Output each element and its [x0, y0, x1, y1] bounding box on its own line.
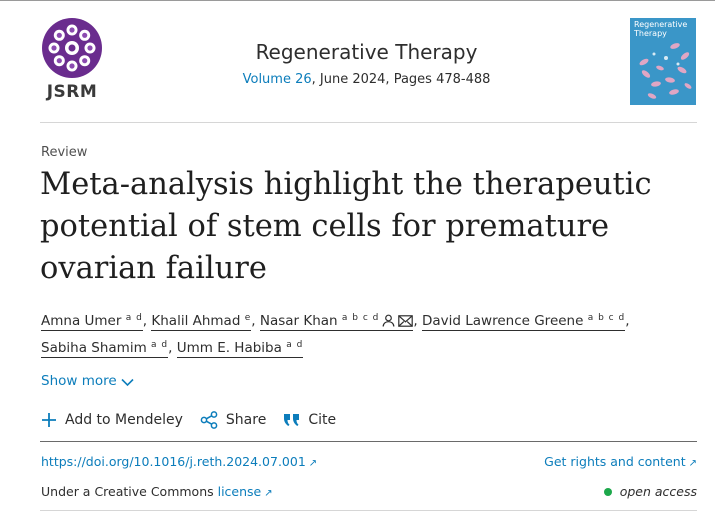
author-link[interactable]: David Lawrence Greene a b c d — [421, 313, 626, 331]
add-to-mendeley-button[interactable]: Add to Mendeley — [41, 412, 183, 428]
email-icon — [398, 315, 414, 327]
author-link[interactable]: Khalil Ahmad e — [151, 313, 252, 331]
person-icon — [382, 314, 395, 327]
journal-title[interactable]: Regenerative Therapy — [255, 40, 478, 64]
issue-info: , June 2024, Pages 478-488 — [311, 72, 491, 87]
author-link[interactable]: Amna Umer a d — [41, 313, 143, 331]
volume-link[interactable]: Volume 26 — [242, 72, 312, 87]
journal-meta: Volume 26, June 2024, Pages 478-488 — [0, 72, 715, 87]
jsrm-logo[interactable]: JSRM — [40, 16, 108, 104]
actions-divider — [40, 441, 697, 442]
article-title: Meta-analysis highlight the therapeutic … — [40, 167, 652, 286]
author-list: Amna Umer a d, Khalil Ahmad e, Nasar Kha… — [41, 313, 630, 358]
author-link[interactable]: Nasar Khan a b c d — [259, 313, 414, 331]
article-actions: Add to Mendeley Share Cite — [41, 411, 353, 429]
share-icon — [200, 411, 218, 429]
external-link-icon: ↗ — [264, 488, 273, 499]
header-divider — [40, 122, 697, 123]
article-type: Review — [41, 145, 88, 160]
access-dot-icon — [603, 487, 612, 496]
license-info: Under a Creative Commons license ↗ — [41, 484, 273, 499]
flower-logo-icon — [42, 18, 102, 78]
doi-link[interactable]: https://doi.org/10.1016/j.reth.2024.07.0… — [41, 454, 318, 469]
author-link[interactable]: Sabiha Shamim a d — [41, 340, 169, 358]
logo-text: JSRM — [46, 82, 98, 102]
show-more-button[interactable]: Show more — [41, 373, 134, 389]
journal-header: JSRM Regenerative Therapy Volume 26, Jun… — [0, 0, 715, 122]
bottom-divider — [40, 510, 697, 511]
rights-link[interactable]: Get rights and content ↗ — [544, 454, 697, 469]
external-link-icon: ↗ — [308, 458, 318, 469]
author-link[interactable]: Umm E. Habiba a d — [176, 340, 304, 358]
top-border — [0, 0, 715, 1]
cover-art-icon — [639, 43, 692, 99]
license-link[interactable]: license ↗ — [217, 484, 273, 499]
open-access-badge: open access — [603, 484, 697, 499]
plus-icon — [42, 413, 56, 427]
journal-cover[interactable]: Regenerative Therapy — [630, 18, 696, 105]
quote-icon — [284, 414, 300, 426]
cite-button[interactable]: Cite — [283, 412, 336, 428]
cover-title: Regenerative Therapy — [634, 20, 688, 38]
external-link-icon: ↗ — [688, 458, 697, 469]
chevron-down-icon — [121, 378, 134, 387]
share-button[interactable]: Share — [200, 411, 266, 429]
